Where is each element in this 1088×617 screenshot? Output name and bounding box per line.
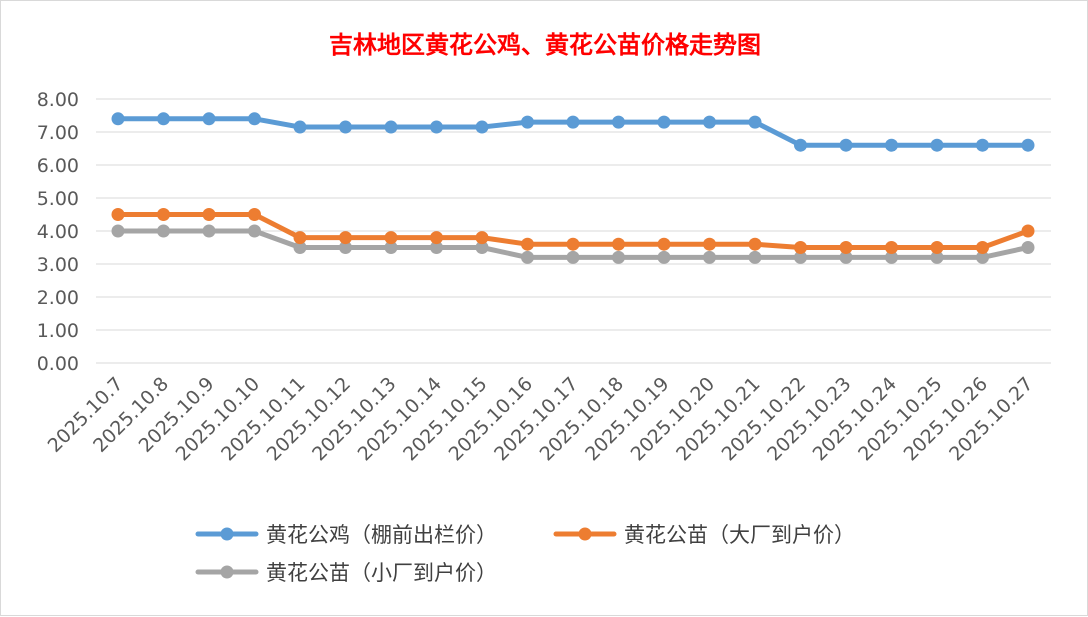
data-point: [976, 138, 989, 152]
data-point: [248, 208, 261, 221]
data-point: [794, 250, 807, 264]
data-point: [521, 250, 534, 264]
data-point: [111, 208, 125, 221]
data-point: [384, 241, 398, 254]
data-point: [930, 250, 944, 264]
data-point: [930, 241, 944, 254]
y-tick-label: 5.00: [37, 188, 79, 210]
data-point: [566, 237, 580, 251]
data-point: [521, 237, 534, 251]
y-tick-label: 0.00: [37, 353, 79, 375]
data-point: [748, 115, 762, 129]
data-point: [248, 224, 261, 238]
data-point: [612, 237, 625, 251]
legend-swatch-marker: [220, 527, 234, 541]
data-point: [703, 115, 716, 129]
data-point: [339, 241, 352, 254]
data-point: [293, 241, 307, 254]
data-point: [612, 115, 625, 129]
data-point: [248, 112, 261, 126]
data-point: [748, 237, 762, 251]
data-point: [839, 138, 853, 152]
y-tick-label: 1.00: [37, 320, 79, 342]
legend-label: 黄花公鸡（棚前出栏价）: [266, 523, 497, 547]
data-point: [384, 120, 398, 134]
legend-swatch-marker: [578, 527, 592, 541]
data-point: [1021, 224, 1035, 238]
data-point: [475, 231, 489, 245]
data-point: [612, 250, 625, 264]
chart-title: 吉林地区黄花公鸡、黄花公苗价格走势图: [329, 30, 761, 59]
y-axis-ticks: 0.00 1.00 2.00 3.00 4.00 5.00 6.00 7.00 8.00: [37, 89, 79, 375]
data-point: [293, 231, 307, 245]
y-tick-label: 8.00: [37, 89, 79, 111]
series-lines: [111, 112, 1035, 264]
data-point: [566, 250, 580, 264]
data-point: [157, 224, 170, 238]
data-point: [293, 120, 307, 134]
data-point: [384, 231, 398, 245]
y-tick-label: 2.00: [37, 287, 79, 309]
data-point: [839, 250, 853, 264]
data-point: [657, 237, 671, 251]
data-point: [839, 241, 853, 254]
legend-item: 黄花公苗（大厂到户价）: [553, 523, 855, 547]
legend-item: 黄花公鸡（棚前出栏价）: [195, 523, 497, 547]
data-point: [885, 138, 898, 152]
y-tick-label: 6.00: [37, 155, 79, 177]
series-group: [111, 112, 1035, 152]
legend-label: 黄花公苗（小厂到户价）: [266, 561, 497, 585]
data-point: [157, 112, 170, 126]
data-point: [1021, 241, 1035, 254]
data-point: [430, 120, 443, 134]
y-tick-label: 3.00: [37, 254, 79, 276]
data-point: [885, 241, 898, 254]
data-point: [111, 112, 125, 126]
data-point: [157, 208, 170, 221]
data-point: [430, 231, 443, 245]
data-point: [566, 115, 580, 129]
data-point: [703, 250, 716, 264]
data-point: [794, 241, 807, 254]
series-group: [111, 208, 1035, 254]
data-point: [202, 224, 216, 238]
legend-swatch-marker: [220, 565, 234, 579]
legend-item: 黄花公苗（小厂到户价）: [195, 561, 497, 585]
data-point: [657, 250, 671, 264]
data-point: [111, 224, 125, 238]
data-point: [339, 120, 352, 134]
data-point: [748, 250, 762, 264]
data-point: [430, 241, 443, 254]
data-point: [202, 112, 216, 126]
data-point: [475, 241, 489, 254]
data-point: [976, 241, 989, 254]
data-point: [475, 120, 489, 134]
data-point: [976, 250, 989, 264]
legend: 黄花公鸡（棚前出栏价） 黄花公苗（大厂到户价） 黄花公苗（小厂到户价）: [195, 523, 855, 585]
data-point: [202, 208, 216, 221]
data-point: [703, 237, 716, 251]
x-axis-ticks: 2025.10.72025.10.82025.10.92025.10.10202…: [44, 373, 1038, 465]
series-group: [111, 224, 1035, 264]
legend-label: 黄花公苗（大厂到户价）: [624, 523, 855, 547]
data-point: [930, 138, 944, 152]
data-point: [1021, 138, 1035, 152]
data-point: [521, 115, 534, 129]
data-point: [794, 138, 807, 152]
data-point: [885, 250, 898, 264]
data-point: [339, 231, 352, 245]
data-point: [657, 115, 671, 129]
y-tick-label: 7.00: [37, 122, 79, 144]
y-tick-label: 4.00: [37, 221, 79, 243]
